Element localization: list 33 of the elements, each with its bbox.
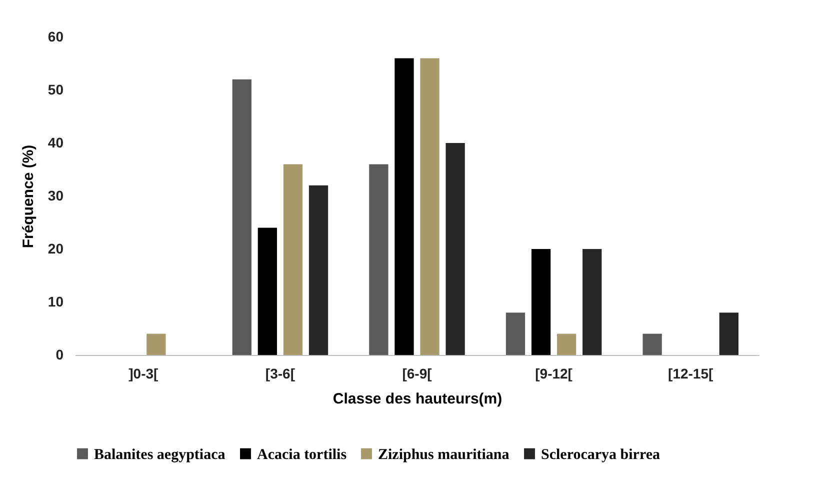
x-tick-label: ]0-3[ <box>128 366 159 382</box>
bar <box>258 228 278 355</box>
bar <box>531 249 551 355</box>
bar <box>283 164 303 355</box>
bar <box>232 79 252 355</box>
x-tick-label: [12-15[ <box>668 366 714 382</box>
bar <box>369 164 388 355</box>
y-tick-label: 40 <box>48 134 64 150</box>
y-tick-label: 30 <box>48 188 64 204</box>
bar <box>582 249 602 355</box>
bar <box>394 58 414 355</box>
y-tick-label: 0 <box>56 346 64 362</box>
bar <box>506 312 526 355</box>
bar <box>308 185 328 355</box>
y-axis-title: Fréquence (%) <box>20 144 37 248</box>
bar <box>642 334 662 355</box>
bar <box>146 334 166 355</box>
legend-label: Balanites aegyptiaca <box>94 446 226 463</box>
y-tick-label: 20 <box>48 240 64 256</box>
x-tick-label: [9-12[ <box>535 366 573 382</box>
bar <box>556 334 576 355</box>
legend-label: Sclerocarya birrea <box>541 446 660 463</box>
x-tick-label: [3-6[ <box>265 366 296 382</box>
y-tick-label: 60 <box>48 28 64 44</box>
y-tick-label: 10 <box>48 294 64 310</box>
bar <box>446 143 465 355</box>
x-axis-title: Classe des hauteurs(m) <box>332 390 502 408</box>
y-tick-label: 50 <box>48 82 64 98</box>
bar <box>719 312 738 355</box>
legend-label: Ziziphus mauritiana <box>378 446 510 463</box>
legend-label: Acacia tortilis <box>257 446 347 463</box>
bar <box>420 58 440 355</box>
x-tick-label: [6-9[ <box>402 366 432 382</box>
